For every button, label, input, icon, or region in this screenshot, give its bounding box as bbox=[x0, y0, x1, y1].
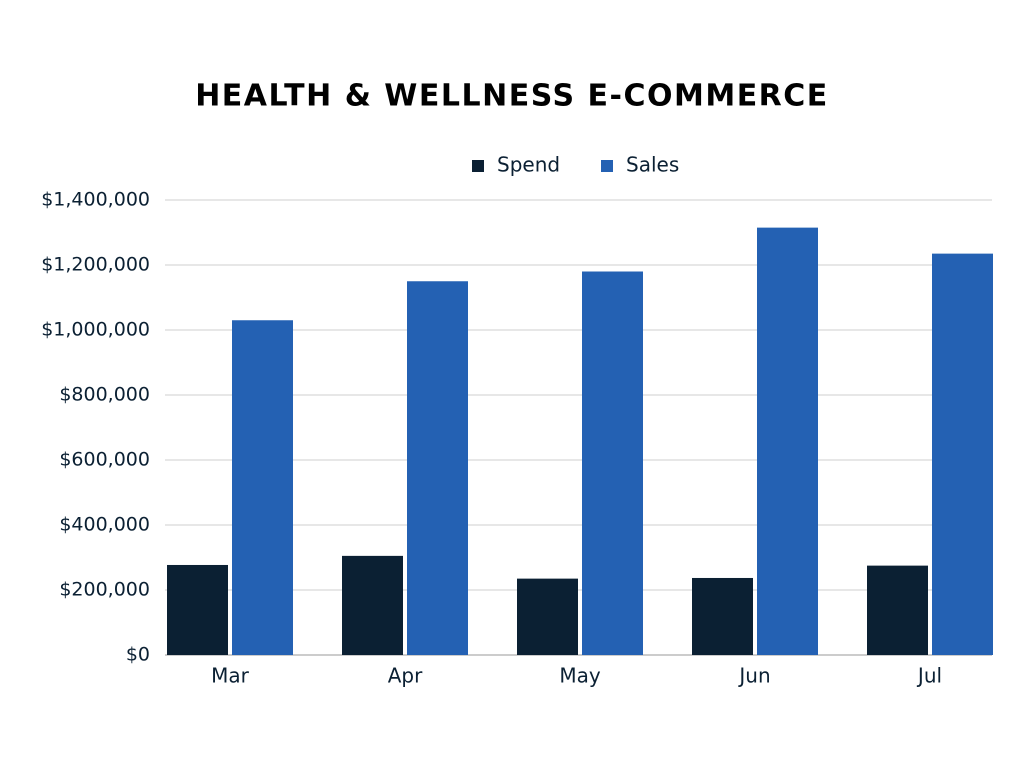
legend-swatch bbox=[472, 160, 484, 172]
legend-label: Sales bbox=[626, 153, 679, 177]
bar bbox=[517, 578, 578, 655]
bar bbox=[407, 281, 468, 655]
y-tick-label: $1,200,000 bbox=[41, 254, 150, 276]
bar bbox=[342, 555, 403, 655]
y-tick-label: $800,000 bbox=[59, 384, 150, 406]
x-tick-label: Jun bbox=[737, 664, 770, 688]
bar bbox=[867, 565, 928, 655]
x-tick-label: Jul bbox=[916, 664, 942, 688]
y-tick-label: $400,000 bbox=[59, 514, 150, 536]
y-tick-label: $600,000 bbox=[59, 449, 150, 471]
y-tick-label: $1,400,000 bbox=[41, 189, 150, 211]
bar bbox=[757, 227, 818, 655]
x-tick-label: Mar bbox=[211, 664, 250, 688]
y-tick-label: $200,000 bbox=[59, 579, 150, 601]
bar bbox=[167, 564, 228, 655]
bar bbox=[582, 271, 643, 655]
y-tick-label: $0 bbox=[126, 644, 150, 666]
legend-swatch bbox=[601, 160, 613, 172]
legend-label: Spend bbox=[497, 153, 560, 177]
bar bbox=[232, 320, 293, 655]
bar bbox=[932, 253, 993, 655]
y-tick-label: $1,000,000 bbox=[41, 319, 150, 341]
x-tick-label: Apr bbox=[388, 664, 423, 688]
chart-title: HEALTH & WELLNESS E-COMMERCE bbox=[195, 79, 829, 114]
bar bbox=[692, 577, 753, 655]
x-tick-label: May bbox=[559, 664, 601, 688]
